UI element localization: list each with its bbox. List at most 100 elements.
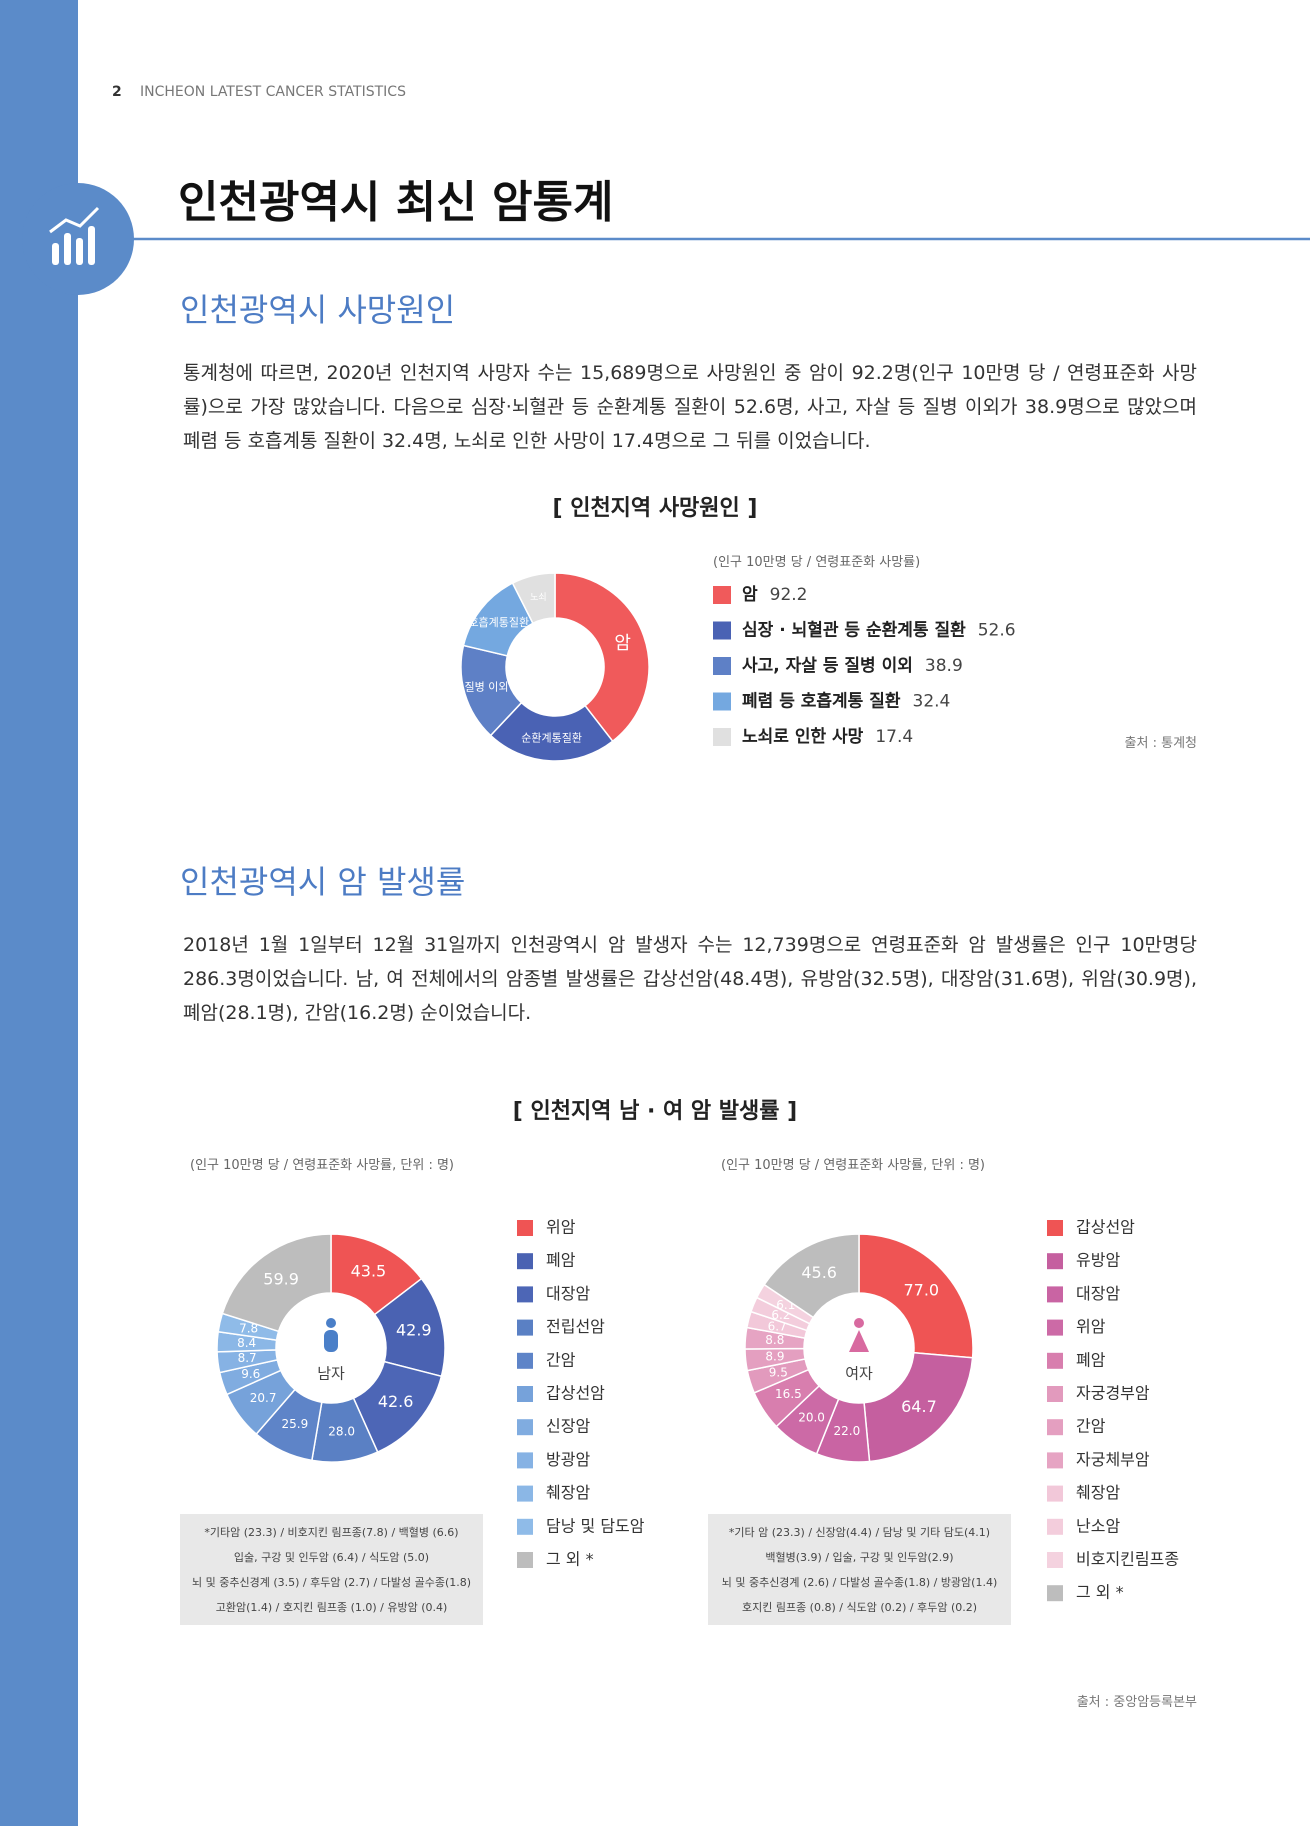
legend-label: 대장암 [546,1284,590,1303]
legend-swatch [1047,1253,1063,1270]
slice-label: 42.9 [396,1321,432,1340]
slice-label: 9.5 [769,1366,788,1380]
donut-slice [763,1233,860,1319]
legend-swatch [1047,1386,1063,1402]
donut-slice [863,1351,974,1463]
donut-slice [554,572,650,743]
slice-label: 20.7 [250,1391,277,1405]
legend-label: 암 [742,585,758,605]
legend-label: 난소암 [1076,1516,1120,1535]
slice-label: 암 [614,633,631,654]
slice-label: 42.6 [378,1392,414,1411]
person-icon [326,1318,336,1328]
legend-label: 폐암 [1076,1350,1106,1369]
slice-label: 22.0 [834,1424,861,1438]
person-icon [324,1330,338,1352]
legend-swatch [1047,1319,1063,1336]
footnote: 뇌 및 중추신경계 (2.6) / 다발성 골수종(1.8) / 방광암(1.4… [722,1576,998,1589]
footnote: 뇌 및 중추신경계 (3.5) / 후두암 (2.7) / 다발성 골수종(1.… [192,1576,471,1589]
legend-label: 그 외 * [1076,1583,1124,1602]
slice-label: 59.9 [263,1269,299,1288]
footnote: 고환암(1.4) / 호지킨 림프종 (1.0) / 유방암 (0.4) [216,1601,448,1614]
legend-swatch [517,1286,533,1303]
legend-swatch [1047,1352,1063,1369]
chart-note: (인구 10만명 당 / 연령표준화 사망률, 단위 : 명) [721,1158,985,1173]
legend-swatch [713,657,731,675]
slice-label: 8.4 [237,1336,256,1350]
legend-swatch [517,1319,533,1336]
legend-swatch [517,1253,533,1270]
legend-swatch [517,1452,533,1469]
legend-label: 그 외 * [546,1550,594,1569]
center-label: 여자 [845,1365,873,1383]
legend-label: 자궁체부암 [1076,1450,1150,1469]
slice-label: 8.8 [765,1333,784,1347]
slice-label: 45.6 [801,1263,837,1282]
page-title: 인천광역시 최신 암통계 [178,177,614,228]
legend-label: 신장암 [546,1417,590,1436]
legend-swatch [517,1518,533,1535]
source: 출처 : 중앙암등록본부 [1076,1695,1197,1710]
section-heading: 인천광역시 암 발생률 [180,863,466,901]
legend-swatch [517,1419,533,1436]
legend-label: 갑상선암 [546,1384,605,1403]
legend-label: 유방암 [1076,1251,1120,1270]
legend-value: 17.4 [875,727,913,747]
legend-label: 방광암 [546,1450,590,1469]
footnote-box [180,1514,483,1625]
slice-label: 9.6 [241,1367,260,1381]
legend-swatch [1047,1220,1063,1236]
legend-value: 92.2 [770,585,808,605]
legend-label: 위암 [1076,1317,1106,1336]
slice-label: 호흡계통질환 [468,615,529,629]
slice-label: 25.9 [282,1417,309,1431]
page-number: 2 [112,84,122,100]
chart-note: (인구 10만명 당 / 연령표준화 사망률) [713,555,921,570]
legend-swatch [1047,1485,1063,1502]
donut-slice [221,1233,332,1333]
legend-value: 38.9 [925,656,963,676]
legend-swatch [1047,1419,1063,1436]
legend-label: 대장암 [1076,1284,1120,1303]
legend-swatch [517,1386,533,1402]
legend-label: 사고, 자살 등 질병 이외 [742,655,913,676]
section-heading: 인천광역시 사망원인 [180,291,456,329]
donut-slice [489,701,614,762]
legend-label: 췌장암 [1076,1483,1120,1502]
legend-label: 폐렴 등 호흡계통 질환 [742,691,901,712]
legend-label: 위암 [546,1218,576,1237]
legend-label: 비호지킨림프종 [1076,1550,1179,1569]
slice-label: 질병 이외 [465,681,509,694]
icon-bars [52,226,95,265]
legend-swatch [713,586,731,604]
legend-swatch [713,621,731,640]
paragraph: 통계청에 따르면, 2020년 인천지역 사망자 수는 15,689명으로 사망… [183,362,1197,452]
slice-label: 7.8 [239,1322,258,1336]
legend-swatch [517,1485,533,1502]
footnote: 백혈병(3.9) / 입술, 구강 및 인두암(2.9) [765,1550,953,1564]
legend-label: 간암 [1076,1417,1106,1436]
legend-label: 자궁경부암 [1076,1384,1150,1403]
slice-label: 8.7 [238,1351,257,1365]
paragraph: 2018년 1월 1일부터 12월 31일까지 인천광역시 암 발생자 수는 1… [183,934,1197,1024]
slice-label: 20.0 [798,1410,825,1424]
donut-slice [858,1233,974,1359]
chart-note: (인구 10만명 당 / 연령표준화 사망률, 단위 : 명) [190,1158,454,1173]
side-bar [0,0,78,1826]
legend-label: 노쇠로 인한 사망 [742,727,864,747]
legend-value: 32.4 [913,692,951,712]
chart-title: [ 인천지역 사망원인 ] [552,496,758,521]
slice-label: 노쇠 [530,592,547,603]
legend-swatch [713,728,731,746]
legend-swatch [517,1552,533,1568]
footnote: 호지킨 림프종 (0.8) / 식도암 (0.2) / 후두암 (0.2) [742,1601,977,1614]
slice-label: 순환계통질환 [521,731,582,744]
legend-value: 52.6 [978,621,1016,641]
legend-label: 심장 · 뇌혈관 등 순환계통 질환 [742,620,966,641]
footnote-box [708,1514,1011,1625]
footnote: 입술, 구강 및 인두암 (6.4) / 식도암 (5.0) [234,1551,429,1564]
donut-slice [511,572,556,625]
legend-label: 췌장암 [546,1483,590,1502]
